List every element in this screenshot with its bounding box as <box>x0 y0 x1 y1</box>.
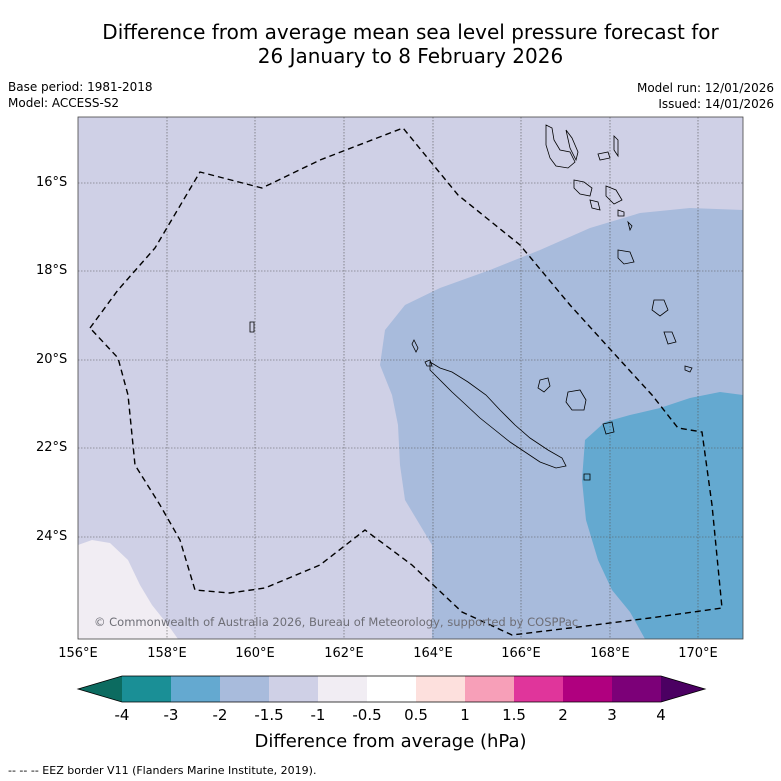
colorbar-tick-label: -0.5 <box>352 706 382 724</box>
lon-label-158e: 158°E <box>147 646 187 661</box>
lon-label-166e: 166°E <box>501 646 541 661</box>
colorbar-segment <box>122 676 171 702</box>
anomaly-field-strong <box>582 392 743 639</box>
colorbar-segment <box>612 676 661 702</box>
colorbar-outline <box>76 675 707 703</box>
colorbar-extend-low <box>78 676 122 702</box>
base-period: Base period: 1981-2018 <box>8 80 153 94</box>
lat-label-24s: 24°S <box>36 529 68 544</box>
model-name: Model: ACCESS-S2 <box>8 96 120 110</box>
lat-label-18s: 18°S <box>36 263 68 278</box>
colorbar-extend-high <box>661 676 705 702</box>
lon-label-170e: 170°E <box>678 646 718 661</box>
vanuatu-islands <box>545 124 576 169</box>
eez-footnote: -- -- -- EEZ border V11 (Flanders Marine… <box>8 764 317 777</box>
colorbar-segment <box>563 676 612 702</box>
colorbar-segment <box>220 676 269 702</box>
colorbar-tick-label: -1 <box>310 706 326 724</box>
colorbar-segment <box>171 676 220 702</box>
colorbar-tick-label: 1 <box>460 706 470 724</box>
issued-date: Issued: 14/01/2026 <box>658 97 774 111</box>
colorbar-tick-label: -4 <box>114 706 130 724</box>
lat-label-16s: 16°S <box>36 175 68 190</box>
copyright-text: © Commonwealth of Australia 2026, Bureau… <box>94 615 578 629</box>
colorbar-tick-label: -3 <box>163 706 179 724</box>
lon-label-164e: 164°E <box>413 646 453 661</box>
lon-label-156e: 156°E <box>58 646 98 661</box>
colorbar-segment <box>465 676 514 702</box>
lat-label-20s: 20°S <box>36 352 68 367</box>
lon-label-160e: 160°E <box>235 646 275 661</box>
chart-title-line1: Difference from average mean sea level p… <box>102 20 719 44</box>
colorbar-tick-label: 1.5 <box>502 706 526 724</box>
colorbar-tick-label: 2 <box>558 706 568 724</box>
model-run: Model run: 12/01/2026 <box>636 81 774 95</box>
colorbar-segment <box>269 676 318 702</box>
colorbar-title: Difference from average (hPa) <box>254 731 527 752</box>
colorbar-tick-label: 0.5 <box>404 706 428 724</box>
colorbar-tick-label: 4 <box>656 706 666 724</box>
colorbar-segment <box>318 676 367 702</box>
lon-label-162e: 162°E <box>324 646 364 661</box>
colorbar-tick-label: -2 <box>212 706 228 724</box>
colorbar-tick-label: 3 <box>607 706 617 724</box>
colorbar-segment <box>416 676 465 702</box>
anomaly-field-weak <box>78 540 178 639</box>
graticule <box>78 117 743 639</box>
chart-title-line2: 26 January to 8 February 2026 <box>257 44 564 68</box>
eez-border <box>89 127 723 636</box>
lon-label-168e: 168°E <box>590 646 630 661</box>
new-caledonia-island <box>429 361 567 469</box>
colorbar-segment <box>367 676 416 702</box>
colorbar-segment <box>514 676 563 702</box>
lat-label-22s: 22°S <box>36 440 68 455</box>
colorbar-tick-label: -1.5 <box>254 706 284 724</box>
